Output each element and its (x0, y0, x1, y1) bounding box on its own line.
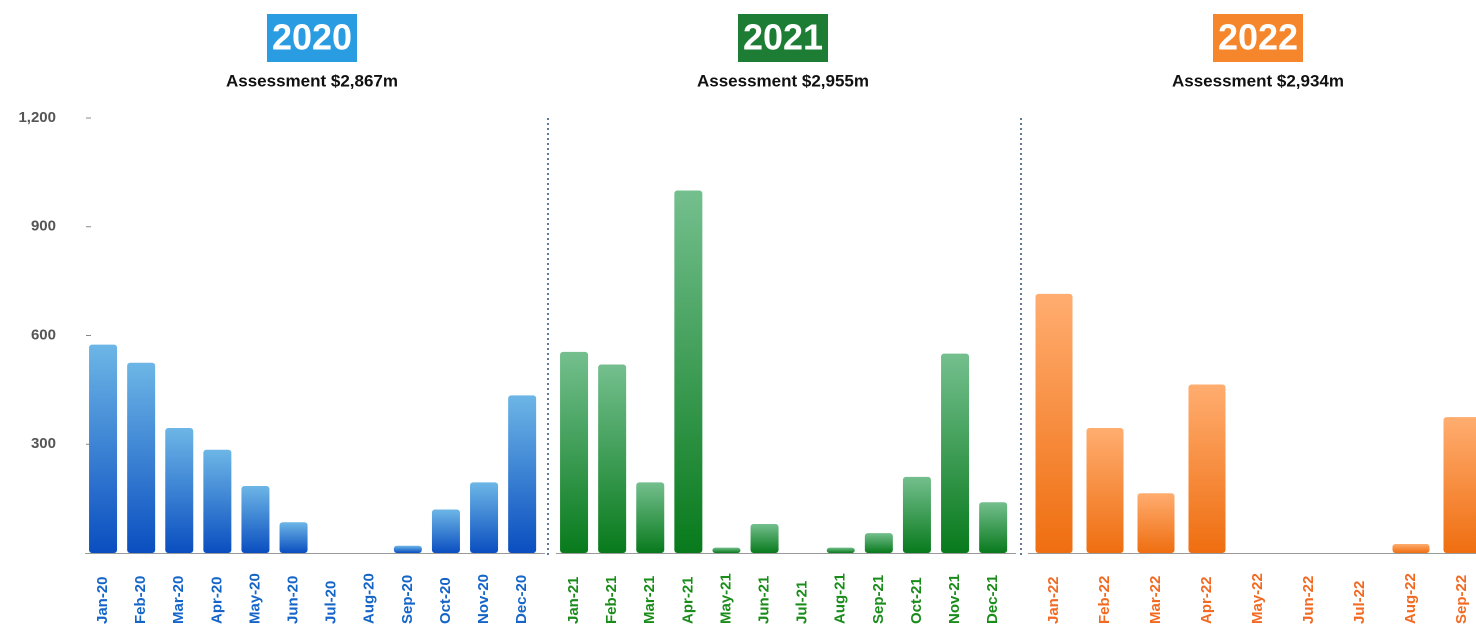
x-tick-label: Aug-21 (832, 573, 849, 624)
y-tick-label: 300 (31, 435, 56, 452)
x-tick-label: Nov-20 (475, 574, 492, 624)
x-tick-label: Oct-21 (908, 577, 925, 624)
bar (89, 344, 118, 553)
x-tick-label: Jul-22 (1351, 581, 1368, 624)
bar (826, 547, 855, 553)
x-tick-label: Mar-20 (170, 576, 187, 624)
y-tick-label: 900 (31, 218, 56, 235)
x-tick-label: Jan-21 (565, 576, 582, 624)
x-tick-label: Feb-21 (603, 576, 620, 624)
bar (470, 482, 499, 553)
bar (674, 190, 703, 553)
bar (902, 476, 931, 553)
y-tick-label: 1,200 (18, 109, 56, 126)
x-tick-label: Apr-21 (679, 576, 696, 624)
chart-subtitle: Assessment $2,867m (226, 71, 398, 90)
y-tick-label: 600 (31, 326, 56, 343)
bar (864, 533, 893, 553)
bar (1086, 427, 1124, 553)
x-tick-label: Jun-22 (1300, 576, 1317, 624)
x-tick-label: Sep-22 (1453, 575, 1470, 624)
x-tick-label: Jan-20 (94, 576, 111, 624)
x-tick-label: Dec-21 (984, 575, 1001, 624)
x-tick-label: Apr-20 (208, 576, 225, 624)
x-tick-label: Dec-20 (513, 575, 530, 624)
x-tick-label: Apr-22 (1198, 576, 1215, 624)
x-tick-label: Jun-21 (756, 576, 773, 624)
year-badge (738, 14, 828, 62)
x-tick-label: Jul-21 (794, 581, 811, 624)
bar (560, 351, 589, 553)
bar (979, 502, 1008, 553)
bar (203, 449, 232, 553)
bar (1443, 417, 1476, 553)
chart-title: 2022 (1218, 17, 1298, 58)
x-tick-label: Oct-20 (437, 577, 454, 624)
x-tick-label: Mar-22 (1147, 576, 1164, 624)
x-tick-label: Aug-22 (1402, 573, 1419, 624)
x-tick-label: May-20 (246, 573, 263, 624)
bar (598, 364, 627, 553)
x-tick-label: May-21 (717, 573, 734, 624)
x-tick-label: Nov-21 (946, 574, 963, 624)
x-tick-label: Aug-20 (361, 573, 378, 624)
chart-subtitle: Assessment $2,955m (697, 71, 869, 90)
x-tick-label: Jun-20 (285, 576, 302, 624)
x-tick-label: May-22 (1249, 573, 1266, 624)
x-tick-label: Sep-20 (399, 575, 416, 624)
x-tick-label: Feb-22 (1096, 576, 1113, 624)
x-tick-label: Jan-22 (1045, 576, 1062, 624)
year-badge (1213, 14, 1303, 62)
bar (1035, 293, 1073, 553)
bar (279, 522, 308, 553)
bar (636, 482, 665, 553)
x-tick-label: Jul-20 (323, 581, 340, 624)
bar (165, 427, 194, 553)
chart-subtitle: Assessment $2,934m (1172, 71, 1344, 90)
bar (750, 524, 779, 553)
year-badge (267, 14, 357, 62)
bar (241, 485, 270, 553)
chart-title: 2020 (272, 17, 352, 58)
chart-title: 2021 (743, 17, 823, 58)
x-tick-label: Mar-21 (641, 576, 658, 624)
bar (393, 545, 422, 553)
x-tick-label: Feb-20 (132, 576, 149, 624)
bar (1392, 543, 1430, 553)
bar (1137, 493, 1175, 553)
bar (941, 353, 970, 553)
bar (431, 509, 460, 553)
bar (712, 547, 741, 553)
bar (127, 362, 156, 553)
x-tick-label: Sep-21 (870, 575, 887, 624)
bar (1188, 384, 1226, 553)
bar (508, 395, 537, 553)
